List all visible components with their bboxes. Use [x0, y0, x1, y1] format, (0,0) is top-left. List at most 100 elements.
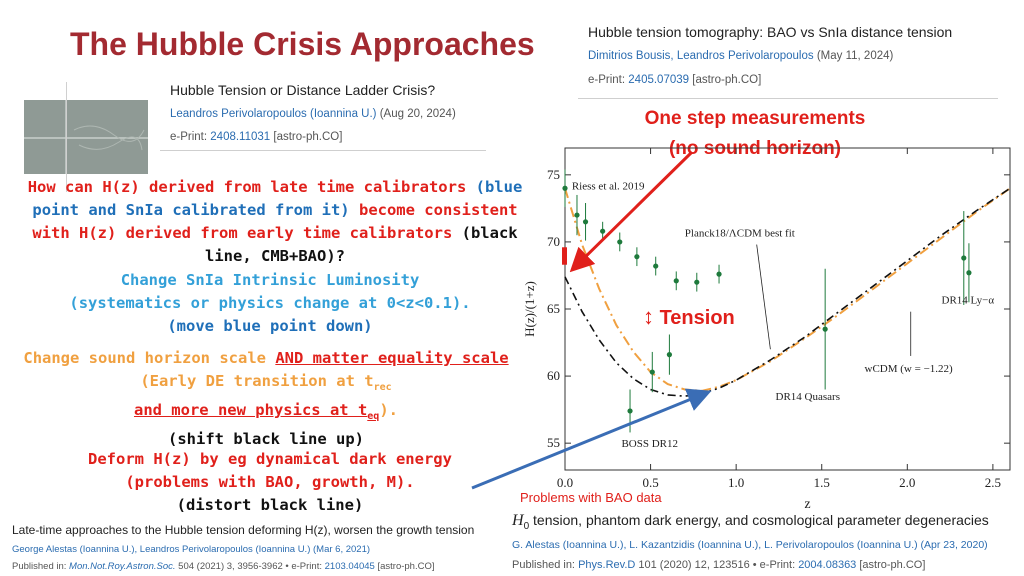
y-tick-label: 60 [547, 368, 560, 383]
eprint-category: [astro-ph.CO] [273, 131, 343, 143]
tension-text: Tension [659, 307, 735, 329]
data-point [673, 278, 679, 284]
option3-line1: Deform H(z) by eg dynamical dark energy [88, 450, 452, 468]
riess-annotation: Riess et al. 2019 [572, 181, 645, 193]
ref-top-right-eprint: e-Print: 2405.07039 [astro-ph.CO] [588, 74, 761, 86]
blue-arrow-to-curve [471, 388, 712, 490]
option-sound-horizon: Change sound horizon scale AND matter eq… [4, 347, 528, 451]
eprint-link[interactable]: 2004.08363 [798, 559, 857, 571]
ref-bottom-right-pub: Published in: Phys.Rev.D 101 (2020) 12, … [512, 559, 925, 571]
data-point [600, 228, 606, 234]
eprint-label: e-Print: [588, 74, 626, 86]
dr14-quasars-annotation: DR14 Quasars [776, 391, 840, 403]
data-point [617, 239, 623, 245]
ref-bottom-right-title[interactable]: H0 tension, phantom dark energy, and cos… [512, 512, 989, 532]
journal-link[interactable]: Mon.Not.Roy.Astron.Soc. [69, 561, 176, 572]
paper-thumbnail-image [24, 100, 148, 174]
ref-top-left-date: (Aug 20, 2024) [379, 108, 456, 120]
eprint-label: e-Print: [170, 131, 208, 143]
wcdm-curve [564, 187, 1011, 392]
option2-line1b: AND matter equality scale [275, 349, 509, 367]
q-line1b: (blue [475, 178, 523, 196]
q-line2a: point and SnIa calibrated from it) [32, 201, 359, 219]
y-tick-label: 65 [547, 301, 560, 316]
option1-line1: Change SnIa Intrinsic Luminosity [120, 271, 420, 289]
option3-line3: (distort black line) [176, 496, 364, 514]
one-step-line1: One step measurements [644, 108, 866, 129]
data-point [694, 279, 700, 285]
option-deform-hz: Deform H(z) by eg dynamical dark energy … [10, 448, 530, 517]
ref-top-right-author-names[interactable]: Dimitrios Bousis, Leandros Perivolaropou… [588, 50, 814, 62]
option2-sub-rec: rec [373, 382, 392, 394]
ref-bottom-left-authors[interactable]: George Alestas (Ioannina U.), Leandros P… [12, 544, 371, 555]
q-line2b: become consistent [358, 201, 518, 219]
y-tick-label: 75 [547, 167, 560, 182]
bao-problems-note: Problems with BAO data [520, 490, 662, 505]
planck-annotation: Planck18/ΛCDM best fit [685, 228, 795, 240]
ref-bottom-left-pub: Published in: Mon.Not.Roy.Astron.Soc. 50… [12, 561, 435, 572]
ref-top-left-title[interactable]: Hubble Tension or Distance Ladder Crisis… [170, 82, 436, 98]
y-tick-label: 55 [547, 435, 560, 450]
ref-top-left-affil[interactable]: (Ioannina U.) [310, 108, 377, 120]
eprint-link[interactable]: 2103.04045 [324, 561, 375, 572]
x-tick-label: 1.0 [728, 475, 744, 490]
x-tick-label: 0.5 [642, 475, 658, 490]
pub-label: Published in: [12, 561, 67, 572]
y-axis-label: H(z)/(1+z) [522, 281, 537, 337]
y-tick-label: 70 [547, 234, 560, 249]
divider [160, 150, 486, 151]
ref-bottom-right-authors: G. Alestas (Ioannina U.), L. Kazantzidis… [512, 539, 988, 551]
ref-bottom-right-author-names[interactable]: G. Alestas (Ioannina U.), L. Kazantzidis… [512, 539, 988, 551]
data-point [634, 254, 640, 260]
option1-line2: (systematics or physics change at 0<z<0.… [69, 294, 471, 312]
thumbnail-guide-line [66, 82, 67, 192]
ref-bottom-right-title-text: tension, phantom dark energy, and cosmol… [529, 512, 989, 528]
journal-details: 101 (2020) 12, 123516 • e-Print: [638, 559, 796, 571]
eprint-link[interactable]: 2408.11031 [210, 131, 271, 143]
h0-symbol: H [512, 512, 524, 529]
x-tick-label: 0.0 [557, 475, 573, 490]
x-axis-label: z [804, 497, 810, 512]
option2-line3a: and more new physics at t [133, 401, 368, 420]
q-line3a: with H(z) derived from early time calibr… [32, 224, 462, 242]
boss-dr12-annotation: BOSS DR12 [621, 438, 678, 450]
red-arrow-to-riess [569, 150, 694, 273]
ref-top-left-authors: Leandros Perivolaropoulos (Ioannina U.) … [170, 108, 456, 120]
option2-line2a: (Early DE transition at t [140, 372, 374, 390]
divider [578, 98, 998, 99]
option1-line3: (move blue point down) [167, 317, 373, 335]
ref-top-right-authors: Dimitrios Bousis, Leandros Perivolaropou… [588, 50, 893, 62]
data-point [966, 270, 972, 276]
data-point [822, 326, 828, 332]
ref-bottom-left-title[interactable]: Late-time approaches to the Hubble tensi… [12, 523, 475, 537]
h0-sub: 0 [523, 520, 530, 532]
ref-top-left-author[interactable]: Leandros Perivolaropoulos [170, 108, 307, 120]
data-point [649, 369, 655, 375]
pub-label: Published in: [512, 559, 575, 571]
double-arrow-icon: ↕ [643, 304, 654, 329]
option2-line4: (shift black line up) [168, 430, 364, 449]
eprint-link[interactable]: 2405.07039 [628, 74, 690, 86]
eprint-category: [astro-ph.CO] [377, 561, 435, 572]
option2-sub-eq: eq [367, 411, 380, 423]
wcdm-annotation: wCDM (w = −1.22) [865, 363, 954, 375]
q-line4: line, CMB+BAO)? [205, 247, 345, 265]
x-tick-label: 2.5 [985, 475, 1001, 490]
ref-top-right-title[interactable]: Hubble tension tomography: BAO vs SnIa d… [588, 24, 953, 40]
dr14-lya-annotation: DR14 Ly−α [942, 295, 995, 307]
riess-highlight-marker [562, 247, 567, 265]
x-tick-label: 1.5 [814, 475, 830, 490]
question-text: How can H(z) derived from late time cali… [10, 176, 540, 268]
option2-line1a: Change sound horizon scale [23, 349, 276, 367]
data-point [582, 219, 589, 225]
q-line1a: How can H(z) derived from late time cali… [27, 178, 476, 196]
tension-label: ↕ Tension [643, 304, 735, 330]
data-point [627, 408, 633, 414]
x-tick-label: 2.0 [899, 475, 915, 490]
ref-top-left-eprint: e-Print: 2408.11031 [astro-ph.CO] [170, 131, 342, 143]
data-point [961, 255, 967, 261]
journal-link[interactable]: Phys.Rev.D [578, 559, 636, 571]
data-point [716, 271, 722, 277]
planck-pointer [756, 244, 771, 350]
option-snia-luminosity: Change SnIa Intrinsic Luminosity (system… [10, 269, 530, 338]
